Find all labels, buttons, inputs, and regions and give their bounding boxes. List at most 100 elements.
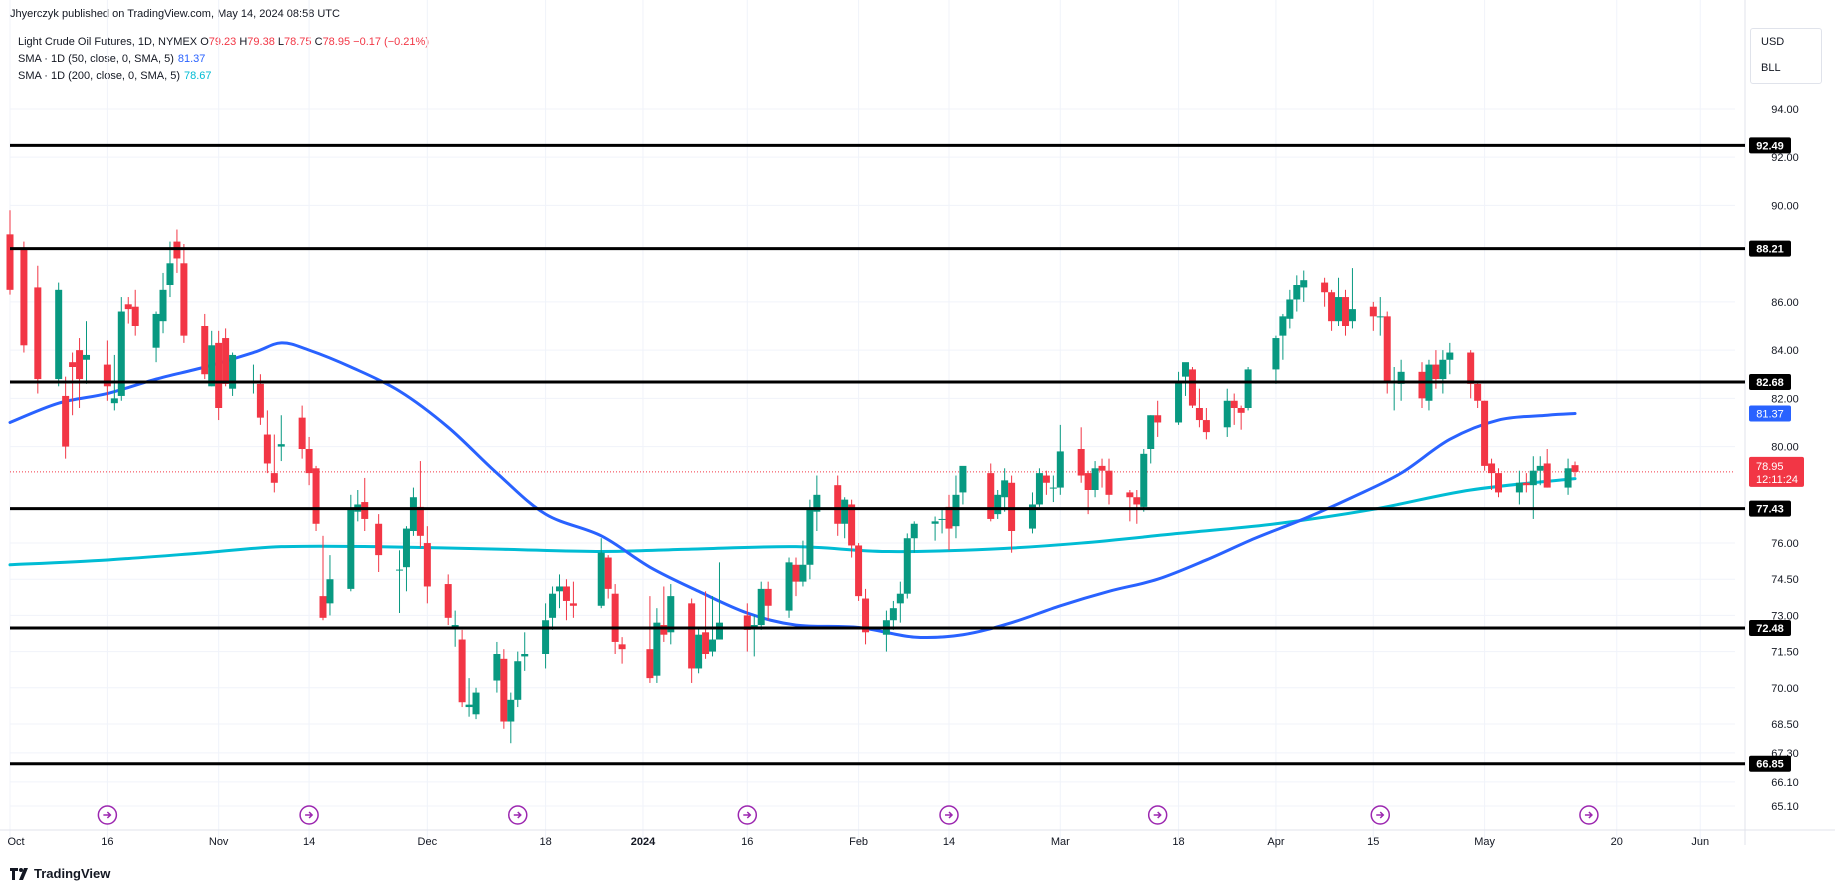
candle-body bbox=[688, 603, 696, 669]
candle bbox=[750, 615, 758, 657]
candle-body bbox=[1467, 352, 1475, 384]
currency-label: USD bbox=[1761, 36, 1785, 48]
candle bbox=[987, 463, 995, 522]
candle bbox=[1133, 490, 1141, 524]
candle-body bbox=[604, 557, 612, 589]
candle bbox=[507, 692, 515, 744]
candle-body bbox=[521, 654, 529, 657]
candle-body bbox=[987, 473, 995, 519]
level-price-tag bbox=[1749, 240, 1791, 257]
candle bbox=[1439, 350, 1447, 394]
candle-body bbox=[131, 306, 139, 326]
candle bbox=[1188, 367, 1196, 408]
level-price-label: 77.43 bbox=[1756, 504, 1784, 516]
event-marker-icon[interactable] bbox=[1147, 805, 1168, 825]
candle bbox=[952, 475, 960, 539]
candle bbox=[688, 598, 696, 683]
candle bbox=[882, 610, 890, 652]
candle bbox=[375, 514, 383, 572]
candle bbox=[604, 555, 612, 599]
candle-body bbox=[305, 449, 313, 474]
event-marker-icon[interactable] bbox=[939, 805, 959, 825]
candle bbox=[312, 465, 320, 531]
candle-body bbox=[1293, 285, 1301, 300]
candle bbox=[173, 229, 181, 273]
candle bbox=[201, 313, 209, 380]
candle-body bbox=[806, 509, 814, 565]
candle-body bbox=[1230, 400, 1238, 408]
x-tick-label: Nov bbox=[209, 836, 229, 848]
sma50-value: 81.37 bbox=[177, 53, 206, 65]
candle-body bbox=[326, 579, 334, 604]
candle-body bbox=[347, 509, 355, 589]
footer-branding[interactable]: TradingView bbox=[10, 866, 110, 881]
candle bbox=[396, 550, 404, 613]
candle-body bbox=[1133, 497, 1141, 505]
x-tick-label: Feb bbox=[849, 836, 868, 848]
candle bbox=[709, 596, 717, 657]
event-marker-icon[interactable] bbox=[508, 805, 528, 825]
candle bbox=[444, 574, 452, 626]
event-marker-icon[interactable] bbox=[1579, 805, 1599, 825]
x-tick-label: 14 bbox=[943, 836, 955, 848]
legend-title-row[interactable]: Light Crude Oil Futures, 1D, NYMEX O79.2… bbox=[18, 34, 429, 51]
candle bbox=[103, 340, 111, 401]
candle-body bbox=[1286, 299, 1294, 319]
candle bbox=[1543, 449, 1551, 488]
candle bbox=[1237, 405, 1245, 430]
candle-body bbox=[20, 248, 28, 346]
legend-sma50-row[interactable]: SMA · 1D (50, close, 0, SMA, 5) 81.37 bbox=[18, 51, 429, 68]
candle bbox=[1341, 289, 1349, 336]
candle bbox=[1376, 297, 1384, 336]
candle bbox=[1182, 362, 1190, 396]
candle-body bbox=[1091, 468, 1099, 490]
candle-body bbox=[256, 383, 264, 418]
candle bbox=[1425, 359, 1433, 411]
candle-body bbox=[889, 608, 897, 621]
candle bbox=[945, 494, 953, 551]
event-marker-icon[interactable] bbox=[299, 805, 319, 825]
candle bbox=[1147, 415, 1155, 464]
x-tick-label: 16 bbox=[101, 836, 113, 848]
ohlc-change: −0.17 (−0.21%) bbox=[353, 36, 429, 48]
candle bbox=[1321, 277, 1329, 307]
candle bbox=[1028, 492, 1036, 534]
candle bbox=[215, 330, 223, 421]
candle bbox=[159, 272, 167, 334]
candle bbox=[117, 297, 125, 401]
candle-body bbox=[409, 497, 417, 531]
candle-body bbox=[1042, 475, 1050, 483]
candle-body bbox=[1188, 369, 1196, 406]
candle bbox=[896, 581, 904, 623]
candle-body bbox=[834, 485, 842, 524]
candle-body bbox=[69, 362, 77, 367]
candle bbox=[1272, 335, 1280, 384]
event-marker-icon[interactable] bbox=[1370, 805, 1391, 825]
candle-body bbox=[298, 417, 306, 449]
candle-body bbox=[1488, 463, 1496, 474]
candle-body bbox=[549, 593, 557, 618]
candle-body bbox=[743, 615, 751, 630]
legend-sma200-row[interactable]: SMA · 1D (200, close, 0, SMA, 5) 78.67 bbox=[18, 68, 429, 85]
level-price-label: 72.48 bbox=[1756, 623, 1784, 635]
event-marker-arrow bbox=[305, 811, 314, 819]
candle-body bbox=[646, 649, 654, 679]
candle bbox=[889, 600, 897, 630]
x-tick-label: 15 bbox=[1367, 836, 1379, 848]
candle-body bbox=[83, 354, 91, 360]
currency-unit-box[interactable]: USD BLL bbox=[1750, 28, 1822, 84]
countdown-label: 12:11:24 bbox=[1756, 474, 1798, 486]
candle bbox=[1335, 277, 1343, 326]
candle bbox=[229, 352, 237, 396]
candle-body bbox=[1543, 463, 1551, 488]
candle bbox=[1446, 342, 1454, 375]
candle bbox=[249, 364, 257, 394]
candle-body bbox=[270, 473, 278, 483]
event-marker-icon[interactable] bbox=[737, 805, 758, 825]
event-marker-icon[interactable] bbox=[97, 805, 118, 825]
candle-body bbox=[1098, 465, 1106, 471]
candle-body bbox=[1474, 383, 1482, 401]
candle bbox=[1175, 371, 1183, 425]
x-tick-label: 2024 bbox=[631, 836, 656, 848]
